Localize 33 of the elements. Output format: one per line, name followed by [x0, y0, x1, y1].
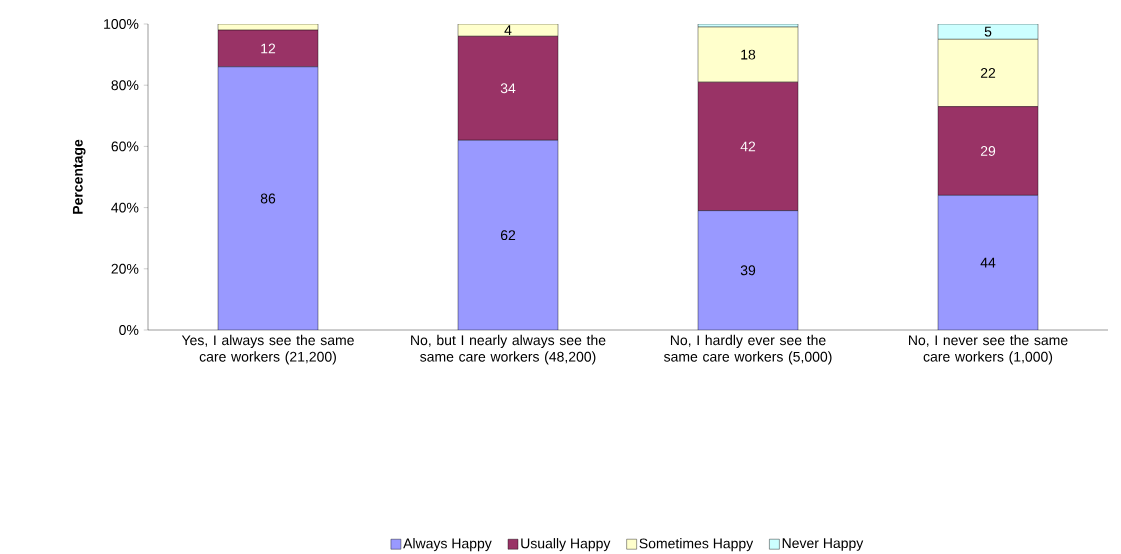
- legend-label: Usually Happy: [521, 538, 611, 552]
- bar: [458, 140, 558, 330]
- y-tick-label: 80%: [111, 80, 139, 91]
- x-tick-label: Yes, I always see the same care workers (21,200): [181, 334, 354, 365]
- legend-label: Always Happy: [403, 538, 492, 552]
- legend-label: Sometimes Happy: [639, 538, 754, 552]
- bar: [697, 26, 799, 83]
- data-label: 39: [740, 265, 756, 276]
- data-label: 34: [500, 83, 516, 94]
- data-label: 4: [504, 25, 512, 35]
- data-label: 12: [261, 43, 276, 54]
- legend-label: Never Happy: [782, 538, 864, 551]
- x-tick-label: No, I hardly ever see the same care workers (5,000): [663, 334, 832, 365]
- data-label: 44: [980, 257, 996, 268]
- y-tick-label: 60%: [111, 141, 139, 152]
- data-label: 5: [984, 26, 992, 37]
- bar: [937, 39, 1039, 107]
- data-label: 42: [740, 141, 756, 152]
- bar: [698, 210, 799, 330]
- data-label: 86: [260, 193, 276, 204]
- data-label: 18: [741, 49, 756, 60]
- y-tick-label: 0%: [119, 325, 139, 335]
- bar: [218, 66, 318, 330]
- data-label: 29: [980, 146, 996, 156]
- y-axis-title: Percentage: [72, 139, 86, 214]
- y-tick-label: 20%: [111, 263, 139, 274]
- y-tick-label: 40%: [111, 202, 139, 213]
- bar: [937, 195, 1039, 330]
- data-label: 22: [980, 68, 996, 78]
- x-tick-label: No, I never see the same care workers (1,000): [909, 334, 1068, 365]
- x-tick-label: No, but I nearly always see the same care workers (48,200): [411, 334, 606, 365]
- y-tick-label: 100%: [104, 19, 139, 29]
- data-label: 62: [500, 230, 516, 241]
